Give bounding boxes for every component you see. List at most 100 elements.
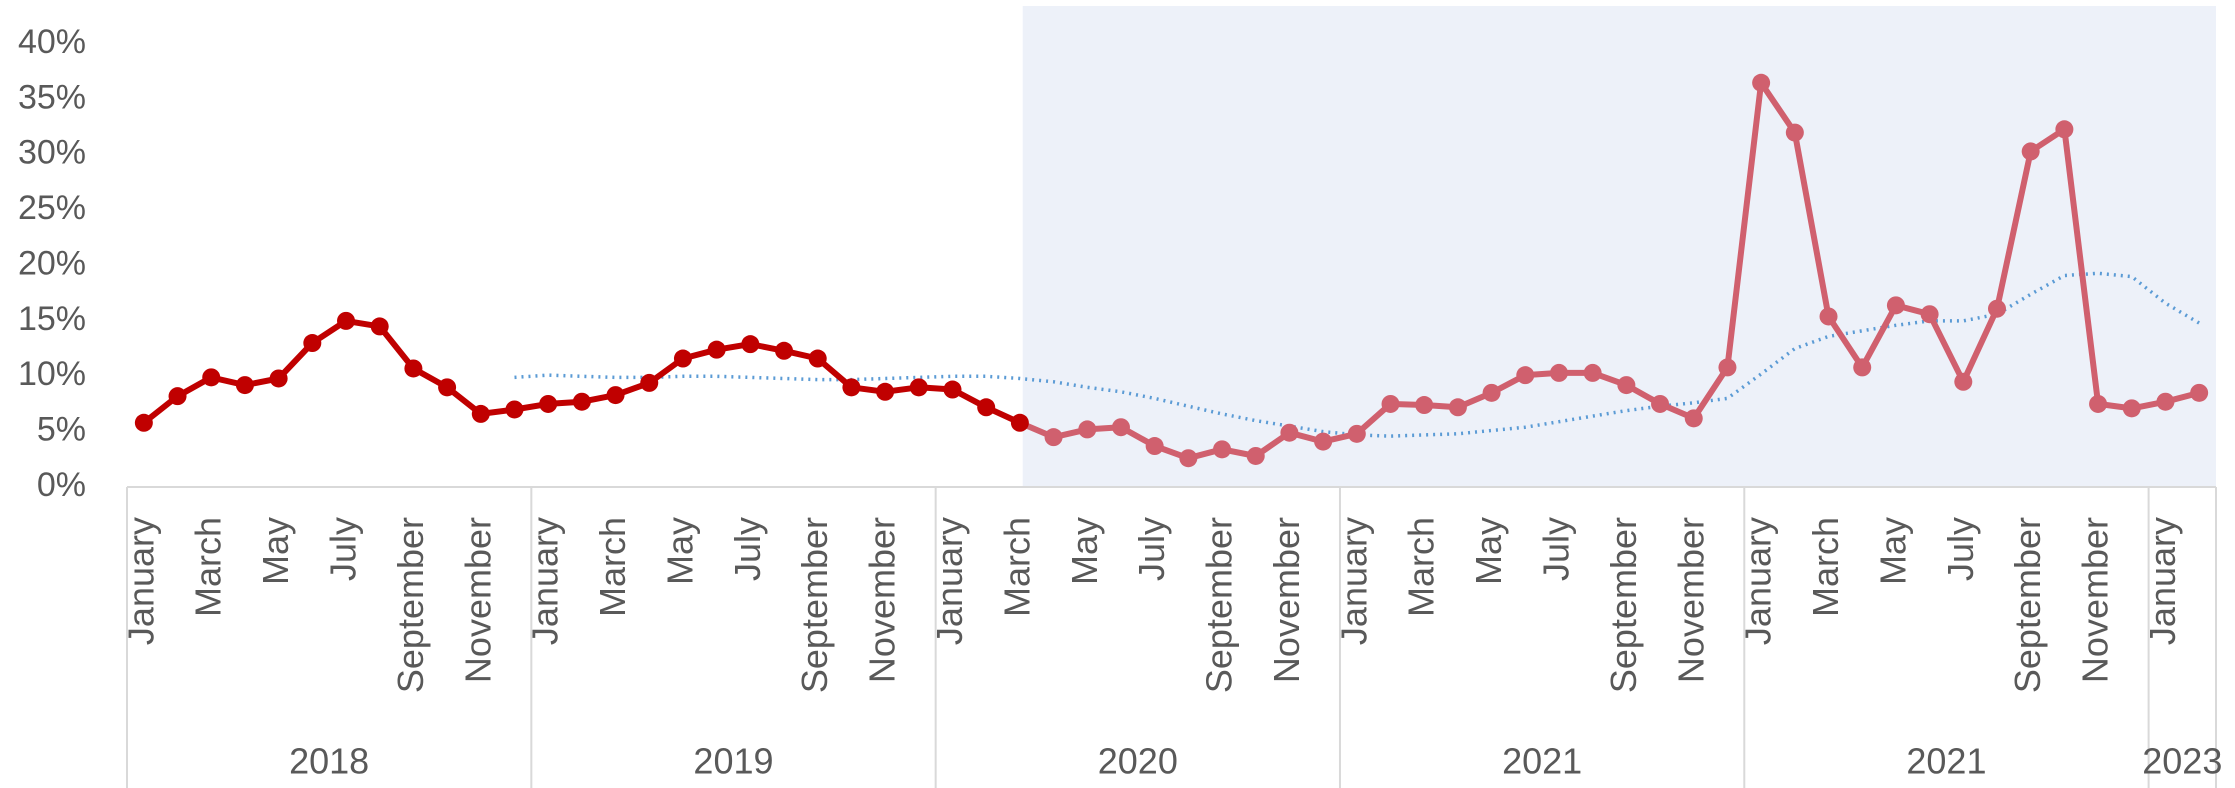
data-point — [1314, 432, 1333, 451]
x-tick-label: September — [390, 517, 431, 693]
x-tick-label: May — [255, 517, 296, 585]
group-label: 2019 — [693, 741, 773, 782]
x-tick-label: September — [2007, 517, 2048, 693]
data-point — [269, 369, 288, 388]
x-tick-label: March — [592, 517, 633, 617]
data-point — [1853, 358, 1872, 377]
data-point — [2055, 120, 2074, 139]
shaded-region — [1022, 6, 2216, 487]
data-point — [1583, 363, 1602, 382]
data-point — [2156, 392, 2175, 411]
data-point — [741, 335, 760, 354]
data-point — [1482, 383, 1501, 402]
data-point — [1785, 123, 1804, 142]
x-tick-label: July — [727, 517, 768, 581]
data-point — [1145, 437, 1164, 456]
data-point — [1954, 372, 1973, 391]
x-tick-label: July — [1535, 517, 1576, 581]
data-point — [168, 387, 187, 406]
y-tick-label: 0% — [37, 466, 86, 504]
data-point — [876, 382, 895, 401]
data-point — [438, 378, 457, 397]
group-label: 2021 — [1906, 741, 1986, 782]
y-tick-label: 20% — [18, 244, 86, 282]
data-point — [1213, 440, 1232, 459]
data-point — [1111, 418, 1130, 437]
data-point — [1010, 413, 1029, 432]
data-point — [1886, 296, 1905, 315]
x-tick-label: May — [1872, 517, 1913, 585]
data-point — [1347, 424, 1366, 443]
x-tick-label: November — [862, 517, 903, 683]
data-point — [1516, 366, 1535, 385]
data-point — [1448, 398, 1467, 417]
data-point — [1752, 73, 1771, 92]
y-tick-label: 30% — [18, 134, 86, 172]
data-point — [235, 376, 254, 395]
x-tick-label: July — [1131, 517, 1172, 581]
data-point — [471, 404, 490, 423]
data-point — [1381, 394, 1400, 413]
x-tick-label: November — [457, 517, 498, 683]
data-point — [1684, 409, 1703, 428]
data-point — [775, 341, 794, 360]
y-tick-label: 25% — [18, 189, 86, 227]
y-tick-label: 35% — [18, 78, 86, 116]
data-point — [1415, 396, 1434, 415]
y-tick-label: 15% — [18, 300, 86, 338]
data-point — [202, 368, 221, 387]
x-tick-label: July — [1940, 517, 1981, 581]
x-tick-label: November — [1670, 517, 1711, 683]
data-point — [1078, 420, 1097, 439]
x-tick-label: March — [1401, 517, 1442, 617]
data-point — [1987, 299, 2006, 318]
x-tick-label: March — [996, 517, 1037, 617]
x-tick-label: May — [659, 517, 700, 585]
group-label: 2021 — [1502, 741, 1582, 782]
x-tick-label: March — [188, 517, 229, 617]
group-label: 2018 — [289, 741, 369, 782]
x-tick-label: September — [1199, 517, 1240, 693]
data-point — [1651, 394, 1670, 413]
data-point — [2190, 383, 2209, 402]
x-tick-label: November — [2075, 517, 2116, 683]
data-point — [1718, 358, 1737, 377]
data-point — [1549, 363, 1568, 382]
x-tick-label: September — [794, 517, 835, 693]
data-point — [2021, 142, 2040, 161]
data-point — [370, 317, 389, 336]
data-point — [909, 378, 928, 397]
data-point — [404, 359, 423, 378]
data-point — [1179, 449, 1198, 468]
data-point — [1044, 428, 1063, 447]
data-point — [1819, 307, 1838, 326]
data-point — [2089, 394, 2108, 413]
x-tick-label: May — [1468, 517, 1509, 585]
group-label: 2023 — [2142, 741, 2222, 782]
data-point — [943, 380, 962, 399]
data-point — [2122, 399, 2141, 418]
x-tick-label: July — [323, 517, 364, 581]
y-tick-label: 5% — [37, 411, 86, 449]
data-point — [808, 349, 827, 368]
data-point — [337, 311, 356, 330]
data-point — [707, 340, 726, 359]
data-point — [640, 373, 659, 392]
data-point — [1920, 305, 1939, 324]
data-point — [134, 413, 153, 432]
data-point — [539, 394, 558, 413]
x-tick-label: May — [1064, 517, 1105, 585]
group-label: 2020 — [1098, 741, 1178, 782]
x-tick-label: September — [1603, 517, 1644, 693]
data-point — [1246, 446, 1265, 465]
x-tick-label: November — [1266, 517, 1307, 683]
data-point — [673, 349, 692, 368]
data-point — [606, 386, 625, 405]
data-point — [572, 392, 591, 411]
x-tick-label: March — [1805, 517, 1846, 617]
data-point — [977, 398, 996, 417]
data-point — [303, 334, 322, 353]
data-point — [1617, 376, 1636, 395]
data-point — [1280, 423, 1299, 442]
